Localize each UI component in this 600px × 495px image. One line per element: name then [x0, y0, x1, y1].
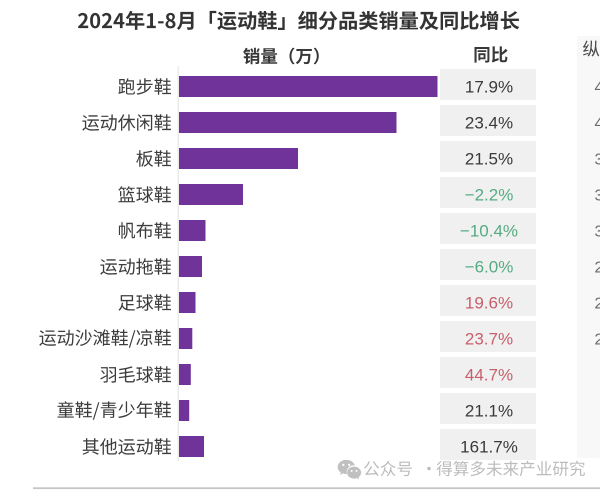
- svg-text:−6.0%: −6.0%: [465, 258, 514, 277]
- svg-text:2: 2: [595, 260, 600, 277]
- svg-text:23.7%: 23.7%: [465, 330, 513, 349]
- svg-text:3: 3: [595, 224, 600, 241]
- svg-text:21.5%: 21.5%: [465, 150, 513, 169]
- svg-text:−10.4%: −10.4%: [460, 222, 518, 241]
- svg-text:17.9%: 17.9%: [465, 78, 513, 97]
- svg-text:−2.2%: −2.2%: [465, 186, 514, 205]
- svg-text:2: 2: [595, 296, 600, 313]
- svg-text:2: 2: [595, 332, 600, 349]
- svg-text:3: 3: [595, 188, 600, 205]
- svg-text:161.7%: 161.7%: [460, 438, 518, 457]
- svg-text:23.4%: 23.4%: [465, 114, 513, 133]
- svg-text:4: 4: [595, 80, 600, 97]
- svg-text:3: 3: [595, 152, 600, 169]
- svg-text:44.7%: 44.7%: [465, 366, 513, 385]
- svg-text:21.1%: 21.1%: [465, 402, 513, 421]
- svg-text:19.6%: 19.6%: [465, 294, 513, 313]
- svg-text:4: 4: [595, 116, 600, 133]
